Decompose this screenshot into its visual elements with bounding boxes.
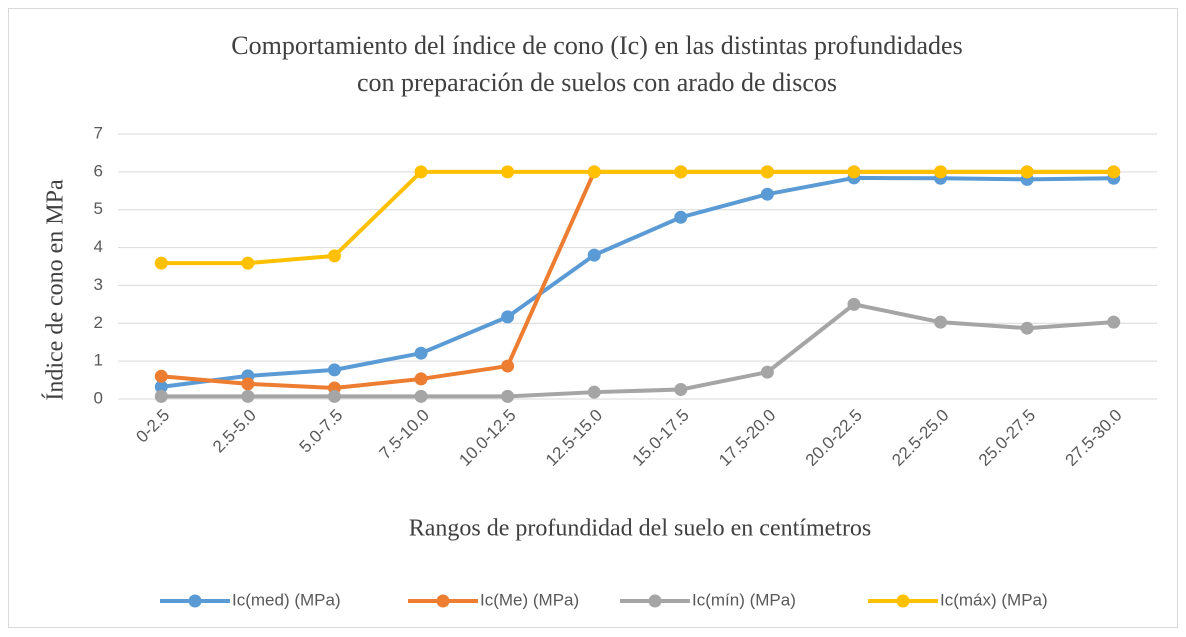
data-point <box>1107 165 1121 179</box>
data-point <box>414 372 428 386</box>
y-axis-title: Índice de cono en MPa <box>43 179 69 401</box>
data-point <box>154 256 168 270</box>
data-point <box>1020 321 1034 335</box>
x-axis-title: Rangos de profundidad del suelo en centí… <box>409 516 872 542</box>
data-point <box>934 165 948 179</box>
data-point <box>934 315 948 329</box>
data-point <box>241 256 255 270</box>
data-point <box>501 389 515 403</box>
data-point <box>327 389 341 403</box>
legend-marker <box>188 594 202 608</box>
y-tick-label: 2 <box>94 313 103 332</box>
legend-marker <box>648 594 662 608</box>
data-point <box>501 165 515 179</box>
data-point <box>414 165 428 179</box>
data-point <box>847 165 861 179</box>
series-line <box>161 169 1114 266</box>
legend-marker <box>436 594 450 608</box>
legend-marker <box>896 594 910 608</box>
data-point <box>501 359 515 373</box>
data-point <box>1107 315 1121 329</box>
data-point <box>674 210 688 224</box>
y-tick-label: 3 <box>94 275 103 294</box>
data-point <box>414 389 428 403</box>
legend-label: Ic(máx) (MPa) <box>940 590 1048 609</box>
series-line <box>161 302 1114 399</box>
legend-label: Ic(med) (MPa) <box>232 590 341 609</box>
data-point <box>587 385 601 399</box>
chart-title: con preparación de suelos con arado de d… <box>357 68 837 97</box>
y-tick-label: 4 <box>94 237 103 256</box>
data-point <box>760 365 774 379</box>
data-point <box>674 383 688 397</box>
data-point <box>327 249 341 263</box>
y-tick-label: 7 <box>94 123 103 142</box>
data-point <box>241 389 255 403</box>
y-tick-label: 6 <box>94 161 103 180</box>
data-point <box>154 369 168 383</box>
data-point <box>241 377 255 391</box>
legend-label: Ic(mín) (MPa) <box>692 590 796 609</box>
y-tick-label: 1 <box>94 351 103 370</box>
series-line <box>161 175 1114 389</box>
data-point <box>674 165 688 179</box>
data-point <box>501 310 515 324</box>
data-point <box>847 297 861 311</box>
y-tick-label: 5 <box>94 199 103 218</box>
data-point <box>154 389 168 403</box>
data-point <box>587 165 601 179</box>
chart-border <box>8 8 1178 628</box>
y-tick-label: 0 <box>94 388 103 407</box>
data-point <box>587 248 601 262</box>
data-point <box>414 346 428 360</box>
legend-label: Ic(Me) (MPa) <box>480 590 579 609</box>
data-point <box>154 380 168 394</box>
data-point <box>327 363 341 377</box>
chart-title: Comportamiento del índice de cono (Ic) e… <box>231 31 962 60</box>
data-point <box>760 165 774 179</box>
data-point <box>760 187 774 201</box>
data-point <box>1020 165 1034 179</box>
